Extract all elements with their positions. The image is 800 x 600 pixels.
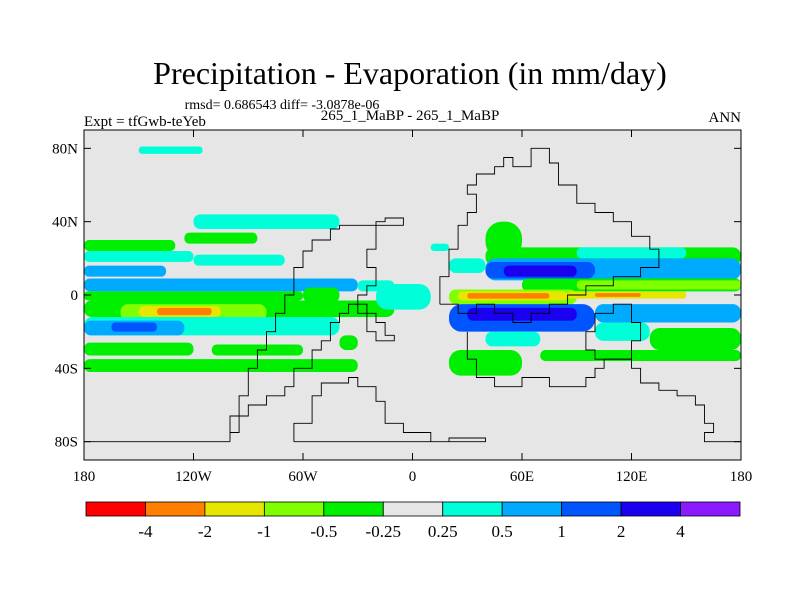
- experiment-label: Expt = tfGwb-teYeb: [84, 114, 206, 130]
- contour-region-33: [467, 293, 550, 299]
- contour-region-19: [138, 146, 203, 154]
- contour-region-2: [84, 265, 167, 277]
- contour-region-44: [339, 335, 358, 350]
- x-tick-label-4: 60E: [510, 469, 534, 485]
- contour-region-12: [157, 307, 212, 316]
- colorbar-box-1: [145, 501, 206, 517]
- contour-region-6: [84, 278, 358, 292]
- colorbar-label-8: 2: [617, 522, 626, 541]
- contour-region-1: [193, 254, 285, 266]
- contour-region-18: [84, 359, 358, 372]
- contour-region-38: [595, 304, 741, 323]
- contour-region-25: [576, 247, 687, 259]
- contour-region-37: [467, 307, 577, 321]
- x-tick-label-2: 60W: [288, 469, 318, 485]
- contour-fill-layer: [84, 146, 741, 376]
- colorbar-label-6: 0.5: [492, 522, 513, 541]
- colorbar-box-4: [323, 501, 384, 517]
- colorbar-box-0: [85, 501, 146, 517]
- colorbar-box-8: [561, 501, 622, 517]
- contour-region-3: [84, 240, 176, 251]
- map-plot: [83, 129, 742, 461]
- y-axis: 80N 40N 0 40S 80S: [52, 141, 741, 451]
- outline-continent-c: [439, 147, 660, 323]
- colorbar-label-4: -0.25: [366, 522, 401, 541]
- x-axis: 180 120W 60W 0 60E 120E 180: [73, 130, 753, 485]
- y-tick-label-0: 80N: [52, 141, 78, 157]
- y-tick-label-1: 40N: [52, 215, 78, 231]
- contour-region-35: [595, 293, 641, 297]
- colorbar-label-9: 4: [676, 522, 685, 541]
- colorbar-box-3: [263, 501, 325, 517]
- contour-region-42: [449, 350, 522, 376]
- contour-region-43: [540, 350, 741, 361]
- land-outline-layer: [84, 147, 741, 443]
- case-label: 265_1_MaBP - 265_1_MaBP: [321, 108, 500, 124]
- x-tick-label-3: 0: [409, 469, 417, 485]
- colorbar-box-9: [620, 501, 681, 517]
- contour-region-8: [84, 291, 303, 301]
- x-tick-label-1: 120W: [175, 469, 213, 485]
- colorbar-label-5: 0.25: [428, 522, 458, 541]
- colorbar-box-6: [442, 501, 503, 517]
- colorbar-label-2: -1: [257, 522, 271, 541]
- y-tick-label-4: 80S: [55, 435, 78, 451]
- colorbar-label-7: 1: [557, 522, 566, 541]
- season-label: ANN: [709, 110, 742, 126]
- contour-region-5: [193, 214, 340, 229]
- contour-region-0: [84, 251, 194, 262]
- outline-continent-e: [585, 303, 642, 360]
- y-tick-label-3: 40S: [55, 361, 78, 377]
- contour-region-22: [449, 258, 486, 273]
- outline-continent-b: [293, 377, 486, 443]
- colorbar-label-3: -0.5: [310, 522, 337, 541]
- contour-region-40: [649, 328, 741, 350]
- contour-region-20: [303, 287, 340, 303]
- x-tick-label-0: 180: [73, 469, 96, 485]
- contour-region-21: [376, 284, 431, 310]
- colorbar-box-5: [382, 501, 444, 517]
- colorbar-box-10: [680, 501, 741, 517]
- y-tick-label-2: 0: [71, 288, 79, 304]
- contour-region-28: [503, 265, 577, 277]
- contour-region-16: [84, 342, 194, 356]
- outline-continent-a: [229, 217, 404, 442]
- x-tick-label-5: 120E: [616, 469, 648, 485]
- contour-region-30: [576, 280, 741, 290]
- colorbar-box-2: [204, 501, 265, 517]
- contour-region-45: [430, 243, 449, 251]
- contour-region-39: [595, 322, 650, 341]
- contour-region-15: [111, 322, 157, 332]
- chart-title: Precipitation - Evaporation (in mm/day): [153, 55, 667, 91]
- colorbar-box-7: [501, 501, 563, 517]
- colorbar: -4 -2 -1 -0.5 -0.25 0.25 0.5 1 2 4: [85, 501, 741, 541]
- colorbar-label-0: -4: [138, 522, 153, 541]
- contour-region-41: [485, 331, 541, 347]
- colorbar-label-1: -2: [198, 522, 212, 541]
- stats-line: rmsd= 0.686543 diff= -3.0878e-06: [185, 98, 380, 113]
- contour-region-4: [184, 232, 258, 244]
- x-tick-label-6: 180: [730, 469, 753, 485]
